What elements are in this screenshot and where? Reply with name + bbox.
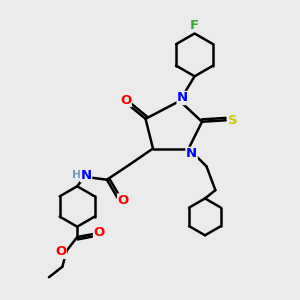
Text: O: O — [120, 94, 131, 106]
Text: O: O — [55, 245, 67, 258]
Text: F: F — [190, 19, 199, 32]
Text: N: N — [80, 169, 92, 182]
Text: O: O — [94, 226, 105, 239]
Text: O: O — [118, 194, 129, 207]
Text: S: S — [227, 114, 237, 127]
Text: H: H — [72, 170, 81, 180]
Text: N: N — [177, 92, 188, 104]
Text: N: N — [186, 147, 197, 161]
